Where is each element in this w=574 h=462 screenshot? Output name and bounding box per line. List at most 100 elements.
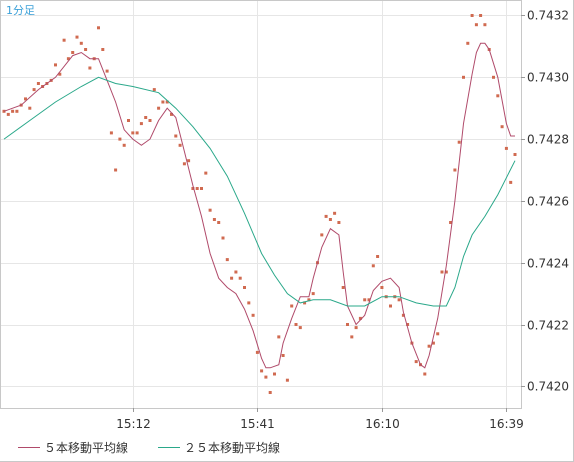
price-point-85: [367, 298, 371, 302]
price-point-93: [401, 313, 405, 317]
price-point-27: [118, 137, 122, 141]
price-point-13: [58, 72, 62, 76]
price-point-55: [238, 276, 242, 280]
price-point-23: [101, 48, 105, 51]
x-tick-label-0: 15:12: [116, 417, 151, 431]
price-point-42: [182, 162, 186, 166]
price-point-96: [414, 360, 418, 364]
price-point-71: [307, 298, 311, 302]
price-point-48: [208, 208, 212, 212]
price-point-39: [170, 112, 173, 116]
price-point-58: [251, 313, 255, 317]
timeframe-label: 1分足: [6, 4, 35, 17]
price-point-25: [109, 131, 113, 135]
price-point-41: [178, 143, 182, 147]
price-point-88: [380, 286, 384, 289]
x-axis-ticks: 15:12 15:41 16:10 16:39: [116, 408, 524, 431]
price-point-17: [75, 35, 79, 39]
price-point-63: [273, 372, 276, 376]
price-point-20: [88, 66, 92, 70]
price-point-83: [358, 316, 362, 320]
price-point-49: [212, 218, 216, 221]
price-point-114: [492, 75, 495, 79]
price-point-43: [187, 159, 191, 163]
price-point-79: [341, 286, 345, 289]
price-point-31: [135, 131, 139, 135]
price-point-92: [397, 298, 401, 302]
price-point-115: [496, 94, 500, 98]
price-point-106: [457, 140, 461, 144]
price-point-51: [221, 236, 225, 240]
ma5-line: [3, 42, 515, 369]
price-point-103: [444, 270, 448, 274]
price-point-54: [234, 270, 238, 274]
price-point-119: [513, 153, 517, 156]
price-point-65: [281, 354, 285, 357]
price-point-2: [11, 109, 15, 113]
plot-frame: [0, 0, 522, 409]
price-point-40: [174, 134, 178, 138]
price-point-59: [255, 350, 259, 354]
price-point-53: [230, 276, 234, 280]
price-point-28: [122, 143, 126, 147]
price-point-38: [165, 100, 169, 104]
grid-lines: [0, 0, 521, 408]
price-point-22: [97, 26, 100, 30]
price-point-62: [268, 391, 272, 394]
price-point-5: [24, 97, 27, 101]
price-point-102: [440, 270, 444, 274]
price-point-18: [79, 41, 83, 45]
price-point-70: [303, 301, 307, 305]
price-point-104: [449, 221, 453, 224]
price-point-15: [66, 57, 70, 61]
price-point-112: [483, 23, 487, 27]
price-point-24: [105, 69, 109, 73]
price-point-32: [139, 122, 143, 126]
price-point-72: [311, 292, 315, 296]
y-axis-ticks: 0.7432 0.7430 0.7428 0.7426 0.7424 0.7422 0.74…: [521, 9, 569, 394]
y-tick-label-2: 0.7428: [527, 133, 569, 147]
price-point-6: [28, 106, 32, 110]
price-point-100: [431, 341, 435, 345]
price-point-87: [376, 255, 380, 258]
legend-label-0: ５本移動平均線: [44, 440, 128, 455]
price-point-78: [337, 221, 341, 224]
price-point-37: [161, 100, 165, 104]
price-point-110: [474, 23, 478, 27]
price-point-66: [285, 378, 289, 382]
price-point-80: [346, 323, 349, 326]
price-point-26: [114, 168, 118, 172]
price-point-16: [71, 51, 75, 54]
price-point-44: [191, 187, 195, 190]
price-point-8: [36, 82, 40, 85]
price-point-108: [466, 41, 470, 45]
price-point-3: [15, 109, 19, 113]
price-point-19: [84, 48, 88, 51]
y-tick-label-0: 0.7432: [527, 9, 569, 23]
price-point-33: [144, 116, 148, 119]
price-point-57: [247, 301, 251, 305]
price-point-77: [333, 211, 337, 215]
price-point-98: [423, 372, 427, 376]
y-tick-label-5: 0.7422: [527, 319, 569, 333]
price-point-1: [6, 112, 10, 116]
price-point-45: [195, 187, 199, 190]
price-point-12: [54, 63, 57, 67]
price-point-68: [294, 323, 298, 326]
price-point-56: [243, 286, 246, 289]
price-point-116: [500, 125, 504, 129]
moving-average-lines: [3, 42, 516, 369]
price-point-94: [406, 323, 410, 326]
y-tick-label-3: 0.7426: [527, 195, 569, 209]
price-point-52: [225, 258, 229, 262]
ma25-line: [3, 76, 516, 307]
y-tick-label-4: 0.7424: [527, 257, 569, 271]
price-point-46: [200, 187, 203, 190]
price-point-90: [389, 304, 392, 308]
price-point-74: [320, 233, 324, 237]
price-point-47: [204, 171, 208, 175]
price-point-34: [148, 119, 152, 122]
price-point-84: [363, 298, 367, 302]
